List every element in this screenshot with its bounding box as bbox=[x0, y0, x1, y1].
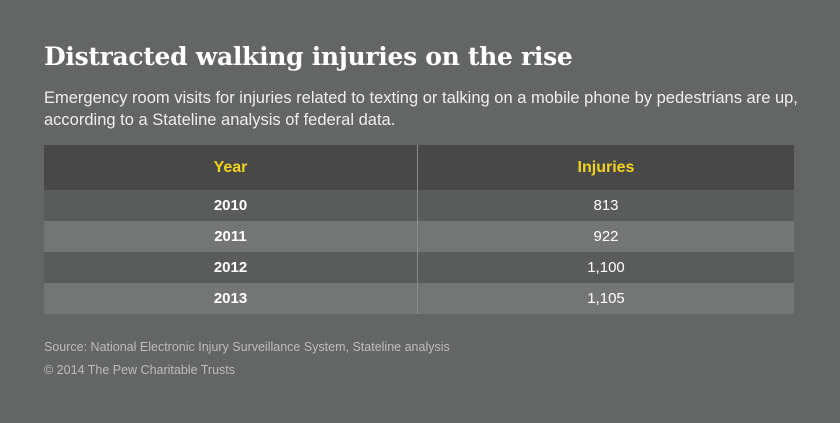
copyright-note: © 2014 The Pew Charitable Trusts bbox=[44, 363, 236, 377]
table-row: 2010 813 bbox=[44, 190, 794, 221]
column-header-year: Year bbox=[44, 145, 418, 190]
year-cell: 2012 bbox=[44, 252, 418, 283]
table-row: 2011 922 bbox=[44, 221, 794, 252]
injuries-cell: 1,105 bbox=[417, 283, 794, 314]
table-row: 2012 1,100 bbox=[44, 252, 794, 283]
year-cell: 2010 bbox=[44, 190, 418, 221]
injuries-cell: 813 bbox=[417, 190, 794, 221]
year-cell: 2013 bbox=[44, 283, 418, 314]
table-row: 2013 1,105 bbox=[44, 283, 794, 314]
year-cell: 2011 bbox=[44, 221, 418, 252]
source-note: Source: National Electronic Injury Surve… bbox=[44, 340, 450, 354]
chart-subtitle: Emergency room visits for injuries relat… bbox=[44, 89, 798, 129]
data-table: Year Injuries 2010 813 2011 922 2012 1,1… bbox=[44, 145, 794, 314]
injuries-cell: 922 bbox=[417, 221, 794, 252]
chart-title: Distracted walking injuries on the rise bbox=[44, 42, 573, 71]
column-header-injuries: Injuries bbox=[417, 145, 794, 190]
table-header-row: Year Injuries bbox=[44, 145, 794, 190]
injuries-cell: 1,100 bbox=[417, 252, 794, 283]
